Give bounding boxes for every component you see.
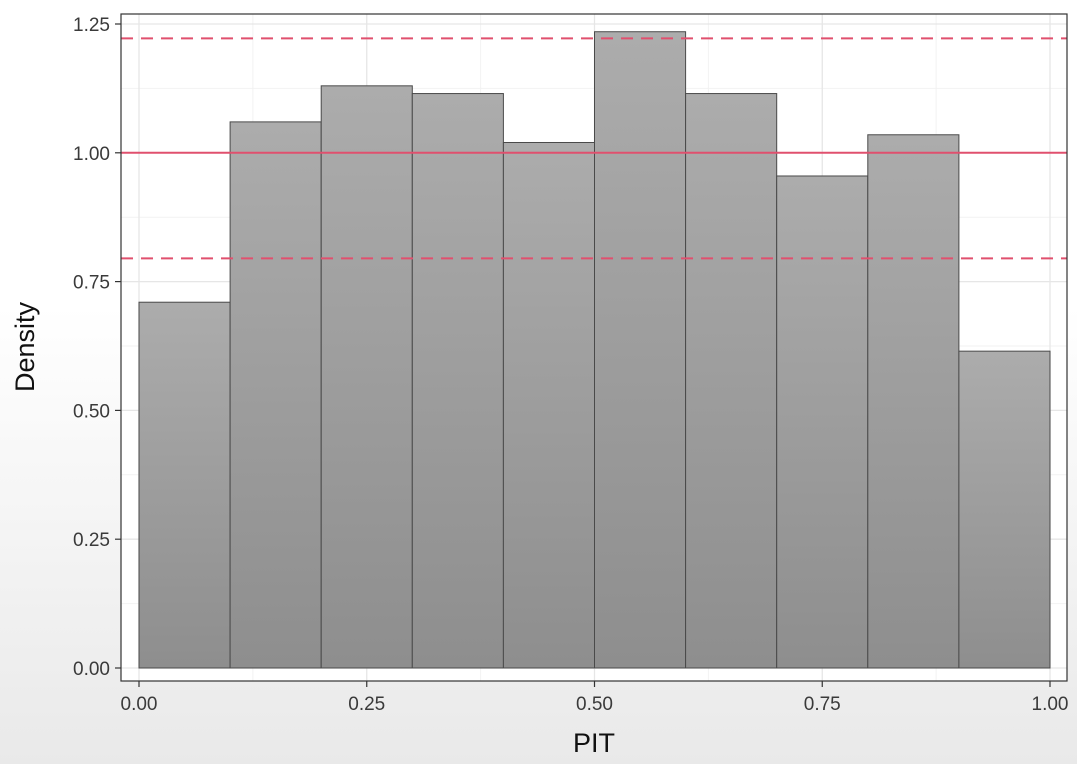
- histogram-bar: [411, 93, 504, 669]
- x-axis-title: PIT: [573, 728, 615, 758]
- y-tick-label: 0.00: [73, 659, 110, 680]
- histogram-bar: [776, 175, 869, 669]
- x-tick-label: 0.25: [348, 694, 385, 715]
- histogram-bar: [229, 121, 322, 669]
- histogram-bar: [502, 141, 595, 669]
- y-tick-label: 0.50: [73, 401, 110, 422]
- histogram-bar: [594, 31, 687, 669]
- x-tick-label: 0.75: [804, 694, 841, 715]
- y-axis-title: Density: [10, 301, 40, 392]
- y-axis-ticks: 0.00 0.25 0.50 0.75 1.00 1.25: [73, 15, 121, 680]
- x-tick-label: 0.00: [121, 694, 158, 715]
- histogram-bar: [685, 93, 778, 669]
- histogram-bar: [867, 134, 960, 669]
- histogram-bar: [320, 85, 413, 669]
- x-axis-ticks: 0.00 0.25 0.50 0.75 1.00: [121, 681, 1069, 715]
- y-tick-label: 1.25: [73, 15, 110, 36]
- histogram-bar: [138, 301, 231, 669]
- histogram-bar: [958, 350, 1051, 669]
- y-tick-label: 1.00: [73, 144, 110, 165]
- histogram-bars: [138, 31, 1051, 669]
- reference-lines: [121, 37, 1067, 260]
- y-tick-label: 0.75: [73, 273, 110, 294]
- x-tick-label: 0.50: [576, 694, 613, 715]
- x-tick-label: 1.00: [1032, 694, 1069, 715]
- y-tick-label: 0.25: [73, 530, 110, 551]
